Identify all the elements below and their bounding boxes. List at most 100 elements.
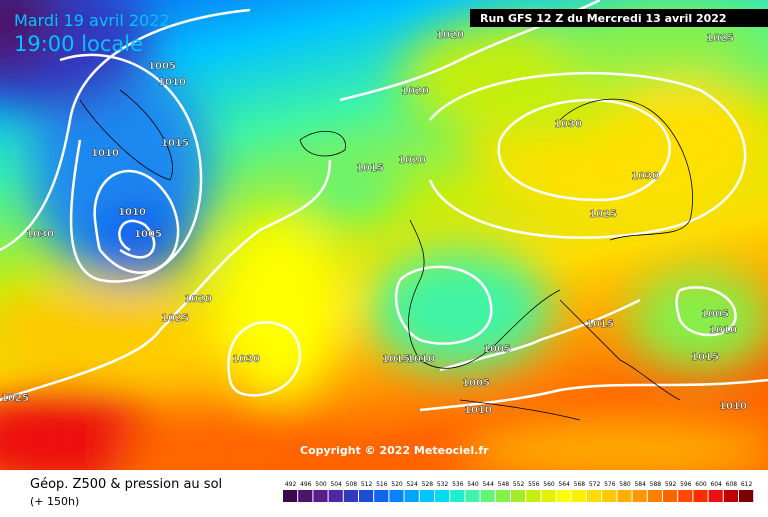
legend-swatch bbox=[298, 490, 313, 502]
isobar-label: 1020 bbox=[401, 86, 429, 97]
legend-swatch bbox=[708, 490, 723, 502]
isobar-label: 1005 bbox=[148, 61, 176, 72]
legend-swatch bbox=[450, 490, 465, 502]
isobar-label: 1025 bbox=[161, 313, 189, 324]
isobar-label: 1015 bbox=[586, 319, 614, 330]
legend-value: 592 bbox=[665, 481, 677, 488]
isobar-label: 1015 bbox=[161, 138, 189, 149]
legend-value: 524 bbox=[406, 481, 418, 488]
legend: 492 496 500 504 508 512 516 520 524 528 532 536 540 5… bbox=[283, 481, 754, 502]
isobar-label: 1015 bbox=[691, 352, 719, 363]
legend-value: 580 bbox=[619, 481, 631, 488]
legend-swatch bbox=[526, 490, 541, 502]
legend-value: 528 bbox=[422, 481, 434, 488]
legend-swatch bbox=[587, 490, 602, 502]
legend-value: 564 bbox=[558, 481, 570, 488]
legend-value: 512 bbox=[361, 481, 373, 488]
legend-value: 496 bbox=[300, 481, 312, 488]
isobar-label: 1005 bbox=[483, 344, 511, 355]
legend-value: 572 bbox=[589, 481, 601, 488]
isobar-label: 1020 bbox=[184, 294, 212, 305]
run-label: Run GFS 12 Z du Mercredi 13 avril 2022 bbox=[480, 12, 727, 25]
isobar-label: 1030 bbox=[26, 229, 54, 240]
legend-value: 532 bbox=[437, 481, 449, 488]
isobar-label: 1015 bbox=[356, 163, 384, 174]
time-label: 19:00 locale bbox=[14, 32, 143, 56]
isobar-label: 1010 bbox=[709, 325, 737, 336]
isobar-label: 1020 bbox=[398, 155, 426, 166]
legend-value: 492 bbox=[285, 481, 297, 488]
legend-value: 516 bbox=[376, 481, 388, 488]
legend-value: 568 bbox=[574, 481, 586, 488]
isobar-label: 1015 bbox=[382, 354, 410, 365]
legend-swatch bbox=[328, 490, 343, 502]
legend-value: 540 bbox=[467, 481, 479, 488]
isobar-label: 1030 bbox=[554, 119, 582, 130]
legend-swatch bbox=[617, 490, 632, 502]
isobar-label: 1010 bbox=[158, 77, 186, 88]
legend-swatch bbox=[404, 490, 419, 502]
legend-swatch bbox=[602, 490, 617, 502]
legend-swatch bbox=[571, 490, 586, 502]
isobar-label: 1030 bbox=[631, 171, 659, 182]
map-field bbox=[0, 0, 768, 470]
legend-value: 588 bbox=[650, 481, 662, 488]
isobar-label: 1010 bbox=[407, 354, 435, 365]
legend-swatch bbox=[678, 490, 693, 502]
legend-swatch bbox=[419, 490, 434, 502]
legend-swatch bbox=[435, 490, 450, 502]
isobar-label: 1010 bbox=[118, 207, 146, 218]
run-banner bbox=[470, 9, 768, 27]
isobar-label: 1005 bbox=[462, 378, 490, 389]
legend-value: 544 bbox=[482, 481, 494, 488]
legend-swatch bbox=[389, 490, 404, 502]
legend-value: 596 bbox=[680, 481, 692, 488]
legend-swatch bbox=[663, 490, 678, 502]
legend-swatch bbox=[511, 490, 526, 502]
isobar-label: 1005 bbox=[701, 309, 729, 320]
footer-title: Géop. Z500 & pression au sol bbox=[30, 477, 222, 492]
legend-swatch bbox=[283, 490, 298, 502]
legend-value: 536 bbox=[452, 481, 464, 488]
legend-swatch bbox=[359, 490, 374, 502]
legend-value: 520 bbox=[391, 481, 403, 488]
legend-value: 612 bbox=[741, 481, 753, 488]
legend-value: 556 bbox=[528, 481, 540, 488]
legend-value: 548 bbox=[498, 481, 510, 488]
legend-swatch bbox=[465, 490, 480, 502]
legend-value: 500 bbox=[315, 481, 327, 488]
legend-swatch bbox=[313, 490, 328, 502]
isobar-label: 1020 bbox=[436, 30, 464, 41]
isobar-label: 1025 bbox=[589, 209, 617, 220]
isobar-label: 1005 bbox=[134, 229, 162, 240]
date-label: Mardi 19 avril 2022 bbox=[14, 11, 170, 30]
legend-swatch bbox=[693, 490, 708, 502]
legend-swatch bbox=[647, 490, 662, 502]
legend-swatch bbox=[541, 490, 556, 502]
legend-swatch bbox=[632, 490, 647, 502]
legend-value: 508 bbox=[346, 481, 358, 488]
legend-value: 584 bbox=[634, 481, 646, 488]
legend-swatch bbox=[374, 490, 389, 502]
legend-value: 604 bbox=[710, 481, 722, 488]
legend-swatch bbox=[343, 490, 358, 502]
legend-value: 576 bbox=[604, 481, 616, 488]
coastlines bbox=[79, 89, 693, 421]
legend-swatch bbox=[739, 490, 754, 502]
isobar-label: 1010 bbox=[464, 405, 492, 416]
legend-swatch bbox=[723, 490, 738, 502]
copyright: Copyright © 2022 Meteociel.fr bbox=[300, 444, 489, 457]
footer-lead: (+ 150h) bbox=[30, 495, 79, 508]
legend-value: 504 bbox=[330, 481, 342, 488]
isobar-label: 1025 bbox=[1, 393, 29, 404]
legend-swatch bbox=[556, 490, 571, 502]
legend-value: 552 bbox=[513, 481, 525, 488]
isobar-label: 1025 bbox=[706, 33, 734, 44]
legend-swatch bbox=[495, 490, 510, 502]
isobar-labels: 1020 102510051010102010301010101510151020… bbox=[1, 30, 747, 416]
legend-value: 608 bbox=[726, 481, 738, 488]
legend-value: 600 bbox=[695, 481, 707, 488]
isobar-label: 1030 bbox=[232, 354, 260, 365]
